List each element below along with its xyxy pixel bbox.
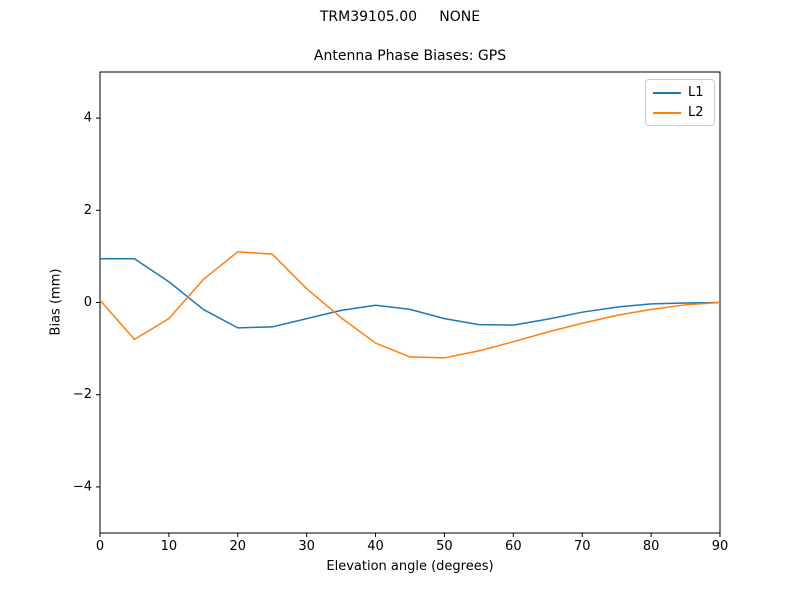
legend: L1 L2 [645, 79, 715, 126]
y-tick-label: 2 [84, 203, 92, 218]
figure-suptitle: TRM39105.00 NONE [319, 9, 481, 25]
series-line-l2 [99, 251, 721, 359]
x-tick-label: 70 [574, 539, 591, 554]
y-tick-label: 4 [84, 111, 92, 126]
legend-item-l1: L1 [653, 86, 707, 99]
series-line-l1 [100, 257, 721, 329]
l1-line-swatch [653, 91, 681, 94]
y-tick-label: −4 [73, 479, 92, 494]
l2-line-swatch [653, 111, 681, 114]
axes-frame [99, 71, 721, 534]
legend-label-l2: L2 [688, 105, 704, 120]
legend-item-l2: L2 [653, 106, 707, 119]
x-tick-label: 0 [96, 539, 104, 554]
x-tick-label: 90 [712, 539, 729, 554]
x-tick-label: 80 [643, 539, 660, 554]
x-tick-label: 40 [367, 539, 384, 554]
x-tick-label: 60 [505, 539, 522, 554]
legend-label-l1: L1 [688, 85, 704, 100]
y-axis-label: Bias (mm) [48, 268, 64, 336]
y-tick-label: −2 [73, 387, 92, 402]
x-tick-label: 50 [436, 539, 453, 554]
x-tick-label: 30 [298, 539, 315, 554]
x-axis-label: Elevation angle (degrees) [326, 559, 494, 574]
y-tick-label: 0 [84, 295, 92, 310]
axes-title: Antenna Phase Biases: GPS [313, 48, 507, 64]
x-tick-label: 10 [161, 539, 178, 554]
x-tick-label: 20 [230, 539, 247, 554]
